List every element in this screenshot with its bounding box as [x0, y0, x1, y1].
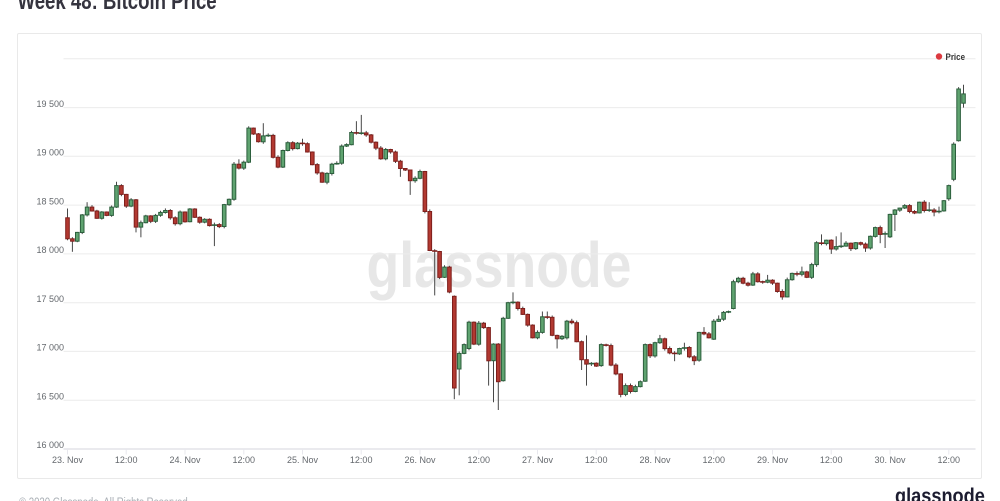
svg-text:12:00: 12:00	[115, 455, 138, 465]
svg-text:12:00: 12:00	[350, 455, 373, 465]
svg-text:12:00: 12:00	[820, 455, 843, 465]
svg-text:25. Nov: 25. Nov	[287, 455, 319, 465]
svg-text:© 2020 Glassnode. All Rights R: © 2020 Glassnode. All Rights Reserved.	[19, 496, 190, 501]
svg-text:19 500: 19 500	[36, 99, 64, 109]
svg-text:12:00: 12:00	[585, 455, 608, 465]
svg-text:24. Nov: 24. Nov	[169, 455, 201, 465]
svg-text:27. Nov: 27. Nov	[522, 455, 554, 465]
svg-text:12:00: 12:00	[468, 455, 491, 465]
svg-text:17 000: 17 000	[36, 343, 64, 353]
svg-text:23. Nov: 23. Nov	[52, 455, 84, 465]
svg-text:12:00: 12:00	[703, 455, 726, 465]
svg-text:19 000: 19 000	[36, 148, 64, 158]
svg-text:glassnode: glassnode	[895, 485, 985, 501]
svg-text:Price: Price	[946, 51, 966, 62]
svg-text:29. Nov: 29. Nov	[757, 455, 789, 465]
svg-text:17 500: 17 500	[36, 294, 64, 304]
svg-text:30. Nov: 30. Nov	[874, 455, 906, 465]
svg-text:16 500: 16 500	[36, 391, 64, 401]
svg-text:18 000: 18 000	[36, 245, 64, 255]
svg-text:16 000: 16 000	[36, 440, 64, 450]
svg-text:26. Nov: 26. Nov	[404, 455, 436, 465]
svg-text:28. Nov: 28. Nov	[639, 455, 671, 465]
svg-text:Week 48: Bitcoin Price: Week 48: Bitcoin Price	[18, 0, 217, 15]
svg-text:glassnode: glassnode	[367, 230, 632, 302]
svg-text:12:00: 12:00	[233, 455, 256, 465]
svg-text:12:00: 12:00	[938, 455, 961, 465]
svg-text:18 500: 18 500	[36, 196, 64, 206]
